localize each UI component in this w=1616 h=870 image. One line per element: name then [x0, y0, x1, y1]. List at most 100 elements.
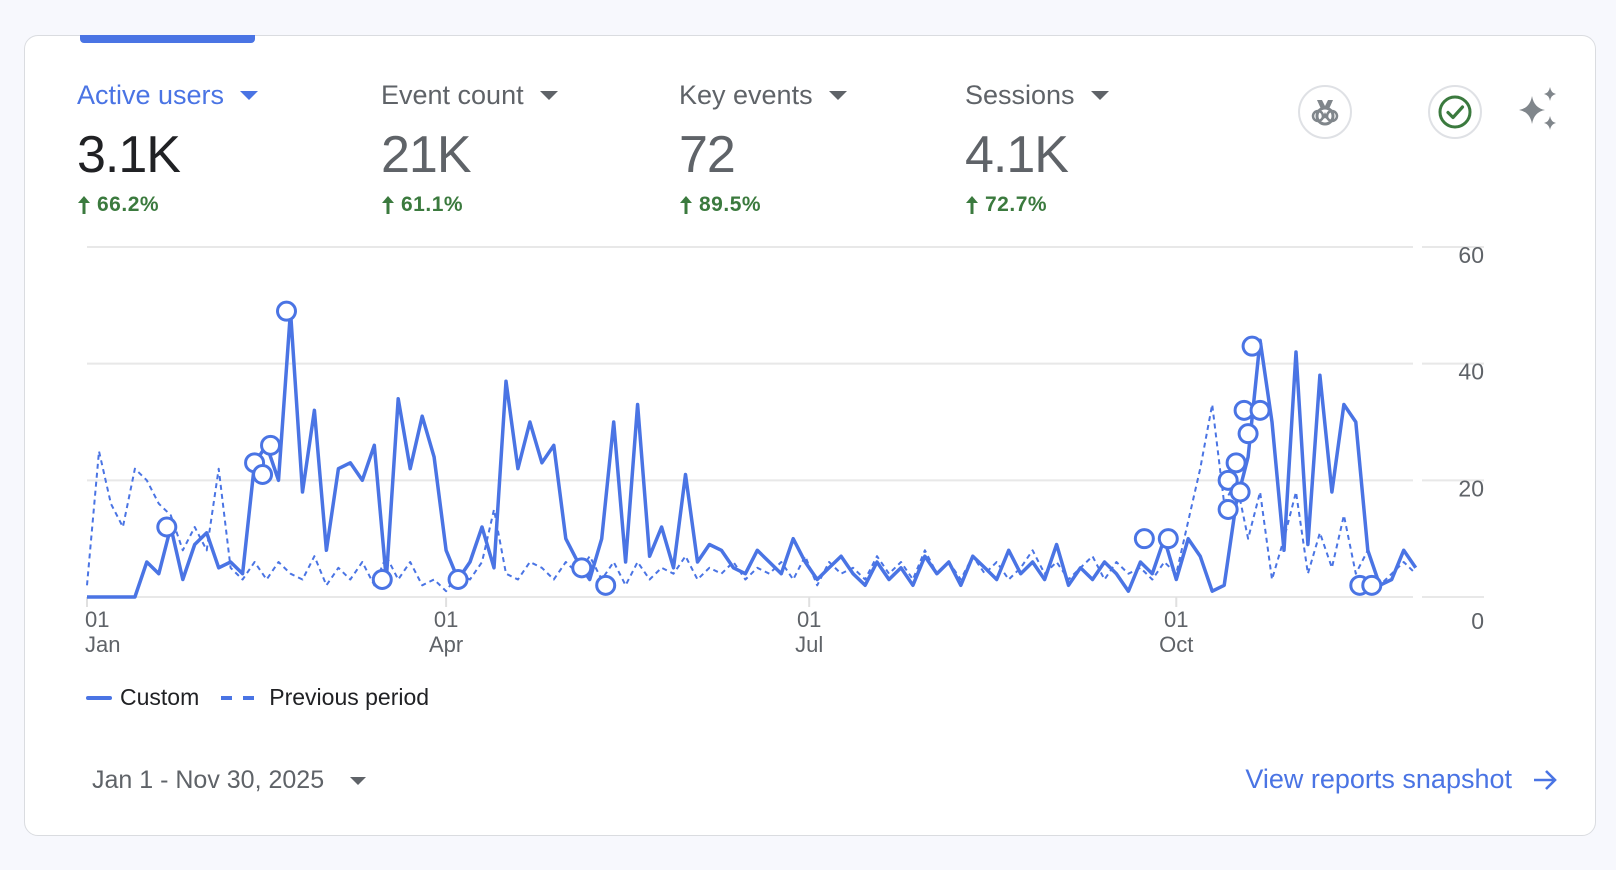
data-point	[1186, 537, 1190, 541]
annotation-marker[interactable]	[447, 569, 469, 590]
annotation-marker[interactable]	[1241, 335, 1263, 357]
data-point	[1067, 583, 1071, 587]
sparkle-icon[interactable]	[1516, 86, 1562, 132]
annotation-marker[interactable]	[260, 434, 282, 456]
annotation-marker[interactable]	[1237, 423, 1259, 445]
annotation-marker[interactable]	[371, 569, 393, 590]
data-point	[133, 595, 137, 599]
annotation-marker[interactable]	[156, 516, 178, 538]
annotation-marker[interactable]	[252, 464, 274, 485]
data-quality-check-button[interactable]	[1428, 85, 1482, 139]
caret-down-icon[interactable]	[1090, 91, 1109, 100]
data-point	[181, 548, 185, 552]
data-point	[1174, 578, 1178, 582]
data-point	[1019, 572, 1023, 576]
annotation-marker[interactable]	[1249, 399, 1271, 421]
annotation-marker[interactable]	[571, 557, 593, 579]
caret-down-icon[interactable]	[828, 91, 847, 100]
selected-tab-indicator	[80, 35, 255, 43]
data-point	[779, 560, 783, 564]
data-point	[612, 560, 616, 564]
data-point	[540, 461, 544, 465]
data-point	[684, 473, 688, 477]
data-point	[1031, 548, 1035, 552]
data-point	[755, 548, 759, 552]
data-point	[360, 478, 364, 482]
data-point	[1007, 578, 1011, 582]
metric-label: Active users	[77, 80, 225, 110]
metric-tab-active-users[interactable]: Active users 3.1K 66.2%	[77, 80, 259, 217]
metric-tab-event-count[interactable]: Event count 21K 61.1%	[381, 80, 558, 217]
x-tick-day: 01	[85, 607, 109, 632]
annotation-marker[interactable]	[1133, 528, 1155, 550]
annotation-marker[interactable]	[1361, 574, 1383, 596]
data-point	[815, 578, 819, 582]
data-point	[121, 595, 125, 599]
data-point	[516, 467, 520, 471]
data-point	[348, 461, 352, 465]
legend-previous: Previous period	[269, 684, 430, 710]
data-point	[815, 583, 819, 587]
data-point	[695, 560, 699, 564]
data-point	[1102, 578, 1106, 582]
data-point	[1162, 560, 1166, 564]
x-tick-month: Apr	[429, 632, 463, 657]
data-point	[971, 554, 975, 558]
arrow-up-icon	[680, 196, 692, 214]
data-point	[432, 455, 436, 459]
annotation-marker[interactable]	[1225, 452, 1247, 474]
data-point	[205, 531, 209, 535]
data-point	[791, 578, 795, 582]
data-point	[229, 560, 233, 564]
data-point	[265, 578, 269, 582]
data-point	[612, 420, 616, 424]
data-point	[145, 478, 149, 482]
data-point	[552, 443, 556, 447]
caret-down-icon[interactable]	[240, 91, 259, 100]
data-point	[827, 560, 831, 564]
caret-down-icon[interactable]	[539, 91, 558, 100]
metric-tab-key-events[interactable]: Key events 72 89.5%	[679, 80, 847, 217]
annotation-marker[interactable]	[1217, 499, 1239, 520]
view-reports-snapshot-link[interactable]: View reports snapshot	[1245, 764, 1558, 795]
annotation-marker[interactable]	[1157, 528, 1179, 550]
data-point	[684, 554, 688, 558]
data-point	[648, 578, 652, 582]
metric-tab-sessions[interactable]: Sessions 4.1K 72.7%	[965, 80, 1109, 217]
data-point	[1306, 543, 1310, 547]
data-point	[791, 537, 795, 541]
data-point	[695, 578, 699, 582]
annotation-marker[interactable]	[1229, 481, 1251, 503]
data-point	[827, 566, 831, 570]
annotation-marker[interactable]	[595, 574, 617, 596]
x-tick-month: Jul	[795, 632, 823, 657]
data-point	[157, 502, 161, 506]
data-point	[336, 566, 340, 570]
data-point	[1222, 583, 1226, 587]
data-point	[1198, 467, 1202, 471]
data-point	[1330, 490, 1334, 494]
annotation-marker[interactable]	[276, 300, 297, 322]
insights-medal-button[interactable]	[1298, 85, 1352, 139]
data-point	[504, 379, 508, 383]
data-point	[1390, 578, 1394, 582]
data-point	[181, 578, 185, 582]
data-point	[1198, 554, 1202, 558]
metric-change: 72.7%	[985, 193, 1048, 216]
data-point	[1246, 537, 1250, 541]
data-point	[408, 467, 412, 471]
data-point	[1090, 578, 1094, 582]
data-point	[552, 578, 556, 582]
data-point	[157, 572, 161, 576]
data-point	[1246, 455, 1250, 459]
data-point	[731, 566, 735, 570]
caret-down-icon	[350, 776, 367, 785]
legend-current: Custom	[120, 684, 200, 710]
data-point	[444, 548, 448, 552]
data-point	[1354, 420, 1358, 424]
date-range-dropdown[interactable]: Jan 1 - Nov 30, 2025	[92, 766, 367, 795]
data-point	[193, 543, 197, 547]
data-point	[360, 560, 364, 564]
data-point	[863, 583, 867, 587]
x-tick-day: 01	[797, 607, 821, 632]
